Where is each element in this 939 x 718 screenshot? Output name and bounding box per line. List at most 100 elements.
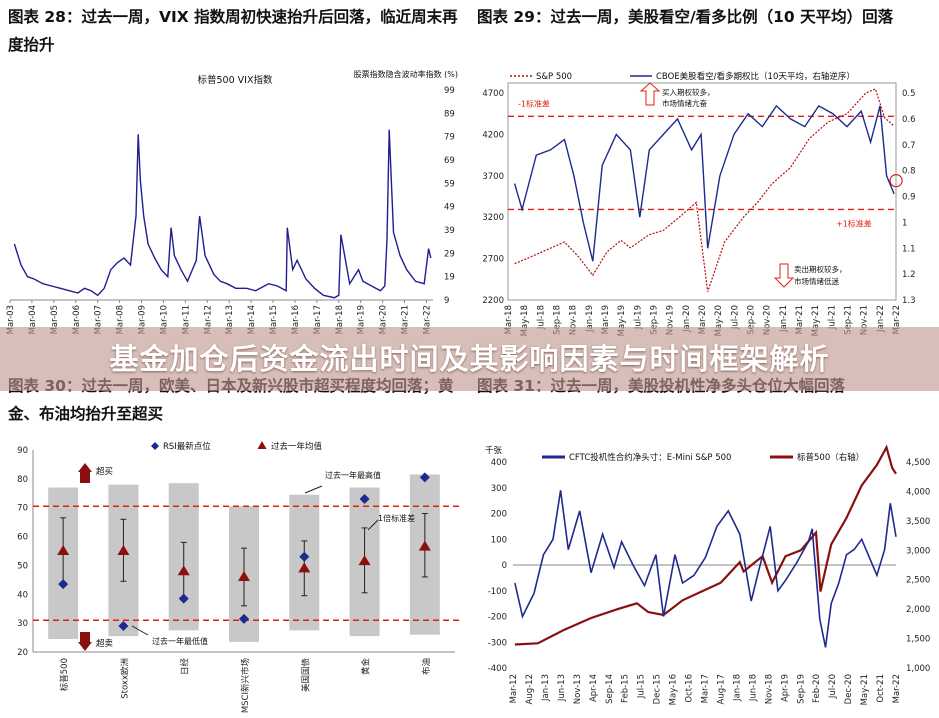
title-banner-bg	[0, 327, 939, 391]
annotation-text: 市场情绪亢奋	[662, 98, 707, 108]
x-tick-label: Aug-17	[716, 674, 726, 704]
legend-cftc: CFTC投机性合约净头寸：E-Mini S&P 500	[569, 452, 731, 463]
x-tick-label: Mar-22	[422, 305, 432, 334]
y-tick-label: 29	[444, 249, 455, 259]
y-tick-label: 0	[502, 561, 507, 571]
x-category-label: Stoxx欧洲	[119, 658, 130, 699]
y-tick-label: 60	[17, 533, 28, 543]
sp500-series-line	[514, 444, 897, 646]
x-tick-label: Mar-12	[203, 305, 213, 334]
oversold-arrow-body	[80, 632, 90, 642]
y-tick-label: 79	[444, 133, 455, 143]
x-tick-label: Mar-18	[504, 305, 514, 334]
x-tick-label: Nov-18	[569, 305, 579, 335]
arrow-up-annotation	[639, 82, 661, 106]
x-tick-label: May-16	[669, 674, 679, 705]
reference-line-label: +1标准差	[836, 218, 872, 228]
x-tick-label: Mar-12	[509, 674, 519, 703]
y-tick-label: 69	[444, 156, 455, 166]
mean-marker	[358, 555, 371, 566]
x-tick-label: Feb-20	[812, 674, 822, 703]
x-tick-label: Mar-19	[601, 305, 611, 334]
x-tick-label: Mar-18	[335, 305, 345, 334]
x-tick-label: Nov-19	[666, 305, 676, 335]
x-tick-label: Jan-21	[779, 305, 789, 333]
x-tick-label: Mar-15	[269, 305, 279, 334]
y-tick-label: 49	[444, 203, 455, 213]
x-tick-label: Apr-19	[780, 674, 790, 702]
latest-point-circle	[889, 174, 903, 188]
y-tick-label: 3700	[482, 172, 504, 182]
x-tick-label: Mar-10	[159, 305, 169, 334]
x-category-label: 布油	[421, 658, 432, 675]
mean-marker	[298, 562, 311, 573]
x-category-label: 标普500	[59, 658, 70, 691]
arrow-down-annotation	[773, 263, 795, 288]
y2-tick-label: 1,000	[906, 664, 930, 674]
x-tick-label: Mar-20	[698, 305, 708, 334]
figure-29-title: 图表 29：过去一周，美股看空/看多比例（10 天平均）回落	[477, 8, 894, 26]
x-tick-label: Sep-21	[844, 305, 854, 335]
y2-tick-label: 0.7	[902, 141, 916, 151]
x-tick-label: Mar-21	[401, 305, 411, 334]
y2-tick-label: 1,500	[906, 635, 930, 645]
y-tick-label: 4700	[482, 89, 504, 99]
y-tick-label: 2200	[482, 296, 504, 306]
y-tick-label: -100	[488, 587, 507, 597]
annotation-min: 过去一年最低值	[152, 636, 208, 646]
x-tick-label: Sep-20	[747, 305, 757, 335]
x-tick-label: Mar-17	[701, 674, 711, 703]
x-tick-label: May-21	[811, 305, 821, 336]
y-tick-label: -300	[488, 638, 507, 648]
y2-tick-label: 0.8	[902, 167, 916, 177]
annotation-max: 过去一年最高值	[325, 470, 381, 480]
y2-tick-label: 3,000	[906, 546, 930, 556]
y2-tick-label: 2,000	[906, 605, 930, 615]
y-axis-label: 股票指数隐含波动率指数 (%)	[354, 69, 458, 79]
x-tick-label: Sep-18	[553, 305, 563, 335]
x-tick-label: May-18	[520, 305, 530, 336]
y-axis-unit: 千张	[485, 445, 503, 456]
y-tick-label: 9	[444, 296, 449, 306]
chart-vix: 标普500 VIX指数 股票指数隐含波动率指数 (%) 9 19 29 39 49 59 69 7…	[6, 69, 458, 334]
y2-tick-label: 4,000	[906, 487, 930, 497]
oversold-arrow	[78, 642, 92, 651]
x-tick-label: Mar-11	[181, 305, 191, 334]
y2-tick-label: 1.2	[902, 270, 916, 280]
y-tick-label: 80	[17, 475, 28, 485]
y2-tick-label: 4,500	[906, 458, 930, 468]
annotation-text: 卖出期权较多，	[794, 264, 847, 274]
x-tick-label: Jan-22	[876, 305, 886, 333]
x-tick-label: Mar-13	[225, 305, 235, 334]
put-call-series-line	[513, 104, 895, 262]
x-category-label: MSCI新兴市场	[240, 658, 251, 713]
y-tick-label: 70	[17, 504, 28, 514]
x-tick-label: Mar-17	[313, 305, 323, 334]
y-tick-label: 4200	[482, 130, 504, 140]
mean-marker	[117, 545, 130, 555]
x-category-label: 黄金	[361, 658, 372, 676]
x-tick-label: Mar-22	[892, 674, 902, 703]
x-tick-label: Feb-15	[621, 674, 631, 703]
x-tick-label: Mar-03	[6, 305, 16, 334]
x-tick-label: Nov-21	[860, 305, 870, 335]
mean-marker	[57, 545, 70, 555]
x-tick-label: Nov-20	[763, 305, 773, 335]
legend-rsi: RSI最新点位	[163, 441, 211, 452]
reference-line-label: -1标准差	[518, 98, 550, 108]
y-tick-label: 3200	[482, 213, 504, 223]
x-tick-label: Sep-14	[605, 674, 615, 704]
rsi-marker	[239, 613, 249, 624]
x-tick-label: Jul-21	[827, 305, 837, 330]
x-tick-label: Mar-14	[247, 305, 257, 334]
y2-tick-label: 1	[902, 218, 907, 228]
y-tick-label: -400	[488, 664, 507, 674]
overbought-label: 超买	[96, 466, 113, 477]
x-tick-label: Jul-18	[536, 305, 546, 330]
rsi-marker	[359, 494, 370, 505]
y-tick-label: 89	[444, 109, 455, 119]
x-tick-label: Mar-07	[94, 305, 104, 334]
y2-tick-label: 2,500	[906, 576, 930, 586]
x-tick-label: Mar-09	[138, 305, 148, 334]
